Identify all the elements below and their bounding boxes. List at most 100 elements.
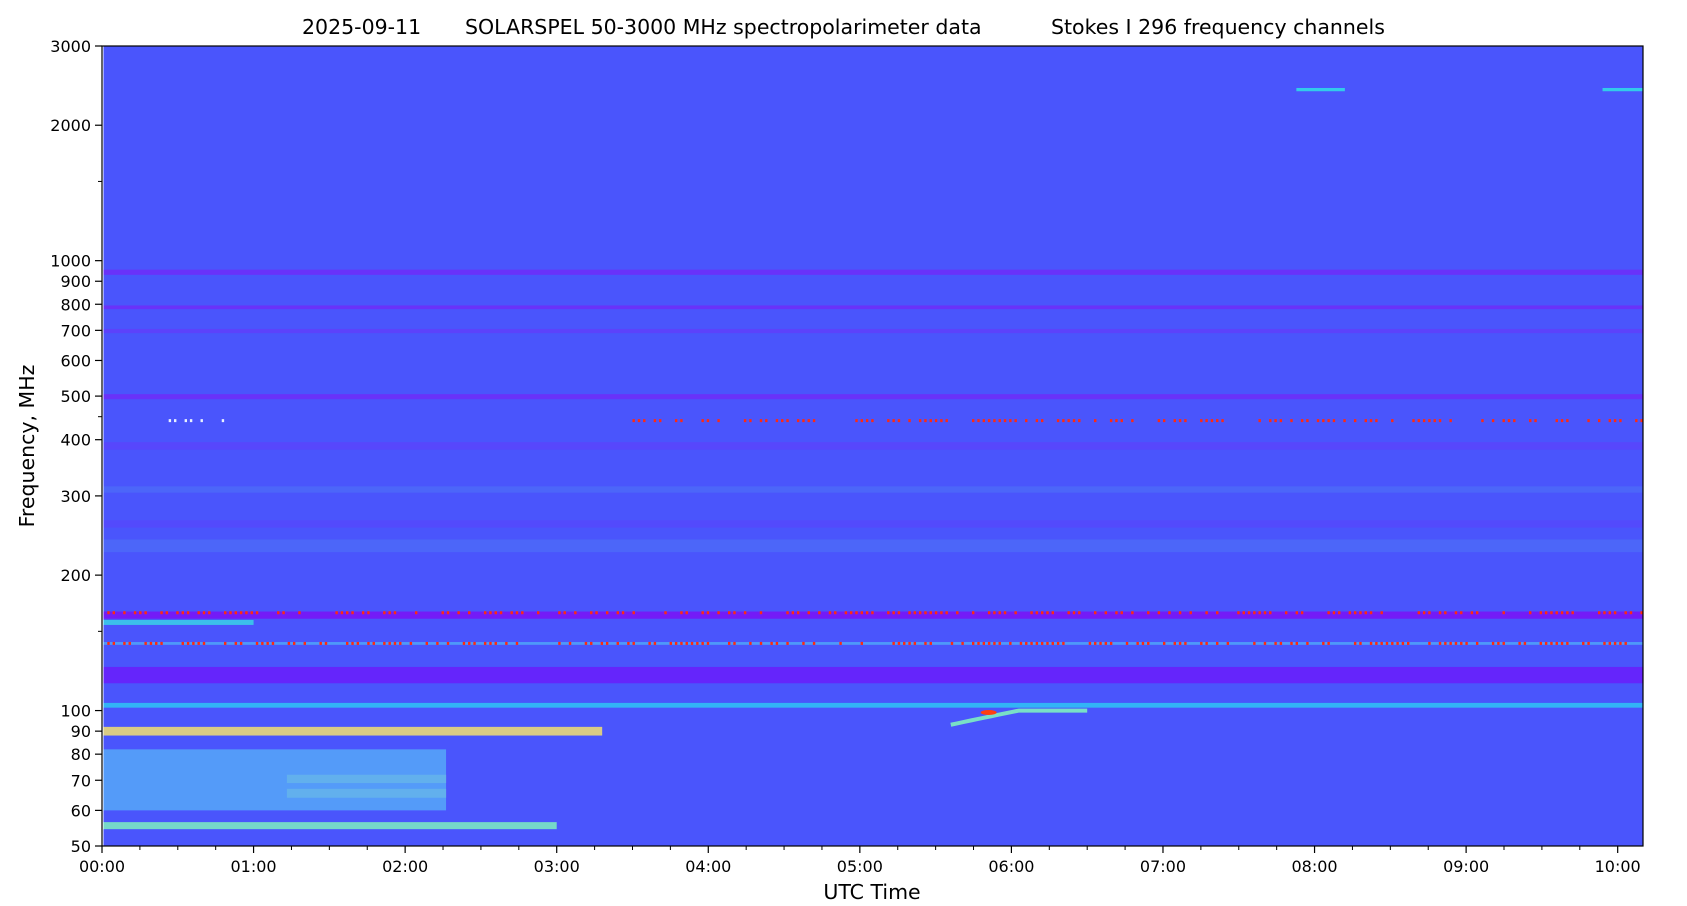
heatmap-pixel	[383, 641, 386, 645]
heatmap-pixel	[913, 641, 917, 645]
heatmap-pixel	[897, 611, 901, 615]
heatmap-pixel	[176, 611, 179, 615]
heatmap-pixel	[1258, 419, 1261, 423]
heatmap-pixel	[653, 419, 657, 423]
heatmap-pixel	[255, 611, 259, 615]
heatmap-pixel	[1491, 419, 1495, 423]
heatmap-pixel	[972, 611, 975, 615]
heatmap-pixel	[1428, 611, 1431, 615]
heatmap-pixel	[393, 611, 397, 615]
heatmap-pixel	[865, 611, 869, 615]
heatmap-pixel	[1380, 641, 1383, 645]
heatmap-pixel	[568, 641, 572, 645]
heatmap-pixel	[1120, 419, 1123, 423]
heatmap-pixel	[839, 641, 842, 645]
heatmap-pixel	[1322, 419, 1325, 423]
heatmap-pixel	[361, 611, 365, 615]
heatmap-pixel	[197, 641, 200, 645]
heatmap-pixel	[605, 641, 609, 645]
heatmap-band	[103, 328, 1644, 334]
heatmap-pixel	[1497, 641, 1500, 645]
y-tick-label: 90	[71, 722, 91, 741]
heatmap-pixel	[245, 611, 248, 615]
heatmap-pixel	[144, 641, 147, 645]
y-tick-label: 500	[60, 387, 91, 406]
heatmap-pixel	[685, 611, 688, 615]
heatmap-pixel	[924, 641, 927, 645]
heatmap-pixel	[998, 419, 1001, 423]
heatmap-pixel	[563, 611, 566, 615]
heatmap-pixel	[1067, 611, 1070, 615]
heatmap-pixel	[982, 641, 986, 645]
x-tick-label: 06:00	[988, 857, 1034, 876]
heatmap-pixel	[1465, 641, 1468, 645]
heatmap-pixel	[590, 611, 593, 615]
heatmap-pixel	[1438, 611, 1442, 615]
heatmap-pixel	[1327, 641, 1330, 645]
heatmap-pixel	[1369, 419, 1373, 423]
heatmap-pixel	[1189, 611, 1192, 615]
heatmap-pixel	[393, 641, 397, 645]
heatmap-pixel	[1539, 641, 1543, 645]
heatmap-pixel	[987, 419, 991, 423]
heatmap-pixel	[457, 611, 460, 615]
heatmap-pixel	[1502, 641, 1505, 645]
heatmap-pixel	[1613, 611, 1617, 615]
heatmap-pixel	[1619, 419, 1622, 423]
heatmap-pixel	[685, 641, 688, 645]
heatmap-pixel	[1327, 419, 1330, 423]
heatmap-pixel	[340, 611, 344, 615]
heatmap-pixel	[346, 611, 349, 615]
heatmap-pixel	[1560, 641, 1564, 645]
heatmap-pixel	[1274, 641, 1277, 645]
heatmap-pixel	[812, 641, 816, 645]
heatmap-pixel	[1056, 641, 1060, 645]
heatmap-pixel	[1539, 611, 1543, 615]
heatmap-pixel	[521, 611, 524, 615]
heatmap-band	[103, 305, 1644, 310]
heatmap-pixel	[1237, 611, 1240, 615]
heatmap-pixel	[871, 419, 874, 423]
heatmap-pixel	[1529, 419, 1532, 423]
heatmap-pixel	[871, 611, 874, 615]
chart-title: 2025-09-11 SOLARSPEL 50-3000 MHz spectro…	[302, 15, 1385, 39]
heatmap-pixel	[1454, 641, 1458, 645]
heatmap-pixel	[1295, 641, 1299, 645]
heatmap-pixel	[1003, 611, 1007, 615]
heatmap-pixel	[1040, 611, 1044, 615]
heatmap-pixel	[1428, 419, 1431, 423]
heatmap-pixel	[287, 641, 291, 645]
heatmap-pixel	[786, 419, 789, 423]
heatmap-pixel	[425, 641, 428, 645]
heatmap-pixel	[993, 419, 996, 423]
heatmap-pixel	[515, 641, 519, 645]
heatmap-pixel	[706, 611, 710, 615]
heatmap-pixel	[250, 611, 253, 615]
heatmap-pixel	[616, 641, 619, 645]
heatmap-pixel	[1216, 641, 1219, 645]
heatmap-pixel	[627, 641, 630, 645]
heatmap-pixel	[1184, 419, 1187, 423]
x-tick-label: 10:00	[1595, 857, 1641, 876]
heatmap-pixel	[1094, 611, 1097, 615]
heatmap-pixel	[1422, 419, 1426, 423]
heatmap-pixel	[335, 611, 338, 615]
heatmap-pixel	[282, 611, 285, 615]
heatmap-pixel	[1067, 419, 1070, 423]
heatmap-pixel	[1364, 419, 1367, 423]
heatmap-pixel	[1571, 611, 1574, 615]
heatmap-pixel	[865, 419, 869, 423]
heatmap-pixel	[584, 641, 588, 645]
heatmap-pixel	[834, 611, 837, 615]
heatmap-pixel	[1030, 641, 1033, 645]
heatmap-pixel	[128, 641, 131, 645]
heatmap-pixel	[1226, 641, 1230, 645]
heatmap-pixel	[987, 611, 991, 615]
heatmap-pixel	[1072, 419, 1076, 423]
heatmap-pixel	[1550, 641, 1553, 645]
heatmap-pixel	[1475, 641, 1479, 645]
heatmap-pixel	[802, 641, 805, 645]
heatmap-pixel	[200, 419, 203, 423]
heatmap-pixel	[1078, 611, 1081, 615]
heatmap-pixel	[664, 611, 667, 615]
